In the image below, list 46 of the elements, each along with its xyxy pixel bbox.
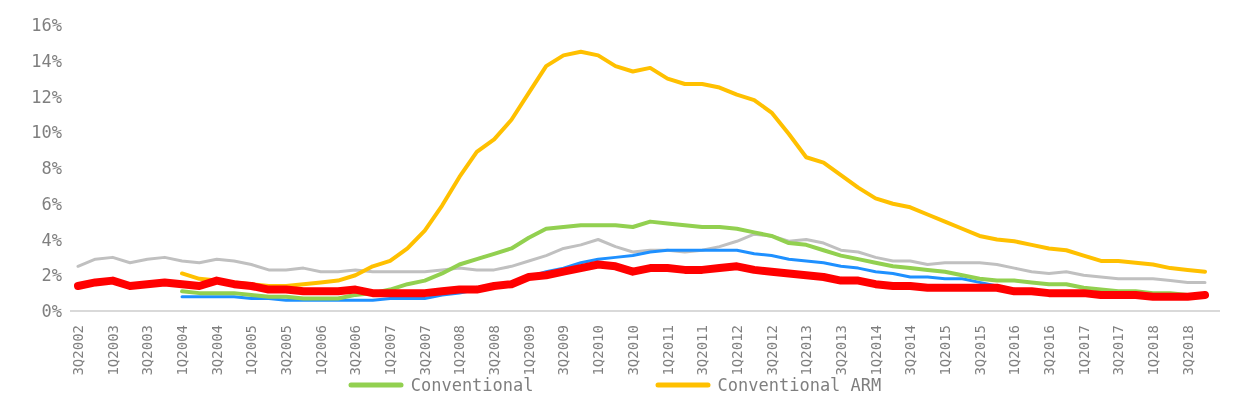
x-tick-label: 1Q2018 bbox=[1144, 325, 1161, 376]
x-tick-label: 1Q2007 bbox=[382, 325, 399, 376]
x-tick-label: 1Q2017 bbox=[1075, 325, 1092, 376]
x-tick-label: 3Q2005 bbox=[278, 325, 295, 376]
x-tick-label: 3Q2010 bbox=[624, 325, 641, 376]
y-tick-label: 12% bbox=[31, 86, 62, 107]
legend-label: Conventional ARM bbox=[717, 375, 882, 395]
x-tick-label: 3Q2002 bbox=[70, 325, 86, 376]
x-tick-label: 3Q2018 bbox=[1179, 325, 1196, 376]
x-tick-label: 1Q2013 bbox=[798, 325, 815, 376]
line-series bbox=[180, 49, 1207, 288]
x-tick-label: 1Q2011 bbox=[659, 325, 676, 376]
x-tick-label: 1Q2003 bbox=[104, 325, 121, 376]
x-tick-label: 3Q2011 bbox=[694, 325, 711, 376]
x-tick-label: 1Q2012 bbox=[728, 325, 745, 376]
legend-label: Conventional bbox=[410, 375, 534, 395]
line-series bbox=[76, 232, 1207, 284]
x-tick-label: 3Q2015 bbox=[971, 325, 988, 376]
y-tick-label: 16% bbox=[31, 15, 62, 36]
x-tick-label: 3Q2003 bbox=[139, 325, 156, 376]
y-tick-label: 8% bbox=[41, 158, 62, 179]
x-tick-label: 1Q2015 bbox=[936, 325, 953, 376]
y-tick-label: 6% bbox=[41, 193, 62, 214]
x-tick-label: 3Q2008 bbox=[486, 325, 503, 376]
x-tick-label: 1Q2016 bbox=[1006, 325, 1023, 376]
x-tick-label: 1Q2006 bbox=[312, 325, 329, 376]
x-tick-label: 3Q2017 bbox=[1110, 325, 1127, 376]
x-tick-label: 3Q2006 bbox=[347, 325, 364, 376]
x-tick-label: 3Q2013 bbox=[832, 325, 849, 376]
x-tick-label: 1Q2004 bbox=[174, 325, 191, 376]
x-tick-label: 3Q2014 bbox=[902, 325, 919, 376]
y-tick-label: 0% bbox=[41, 301, 62, 322]
x-tick-label: 1Q2005 bbox=[243, 325, 260, 376]
x-tick-label: 3Q2004 bbox=[208, 325, 225, 376]
y-tick-label: 10% bbox=[31, 122, 62, 143]
x-tick-label: 1Q2009 bbox=[520, 325, 537, 376]
y-tick-label: 4% bbox=[41, 229, 62, 250]
x-tick-label: 3Q2012 bbox=[763, 325, 780, 376]
x-tick-label: 1Q2014 bbox=[867, 325, 884, 376]
x-tick-label: 3Q2016 bbox=[1040, 325, 1057, 376]
x-tick-label: 1Q2010 bbox=[590, 325, 607, 376]
y-tick-label: 2% bbox=[41, 265, 62, 286]
x-tick-label: 3Q2009 bbox=[555, 325, 572, 376]
x-tick-label: 1Q2008 bbox=[451, 325, 468, 376]
x-tick-label: 3Q2007 bbox=[416, 325, 433, 376]
y-tick-label: 14% bbox=[31, 50, 62, 71]
